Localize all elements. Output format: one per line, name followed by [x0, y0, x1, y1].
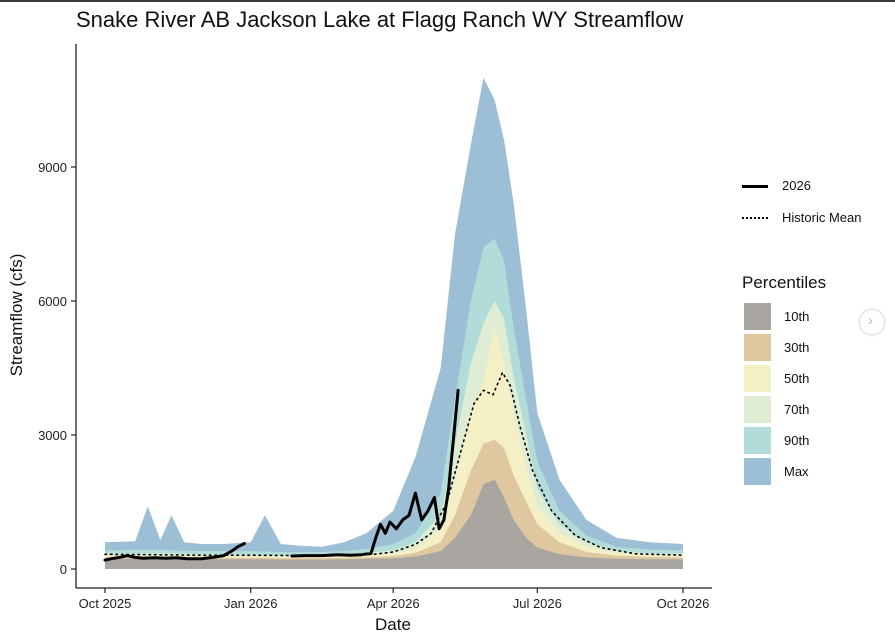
- legend-label: Max: [784, 464, 809, 479]
- next-arrow-button[interactable]: ›: [859, 309, 885, 335]
- legend-label: 90th: [784, 433, 810, 448]
- legend-item-2026: 2026: [742, 176, 892, 196]
- legend-label: 50th: [784, 371, 810, 386]
- y-axis-title: Streamflow (cfs): [7, 254, 26, 377]
- band-10th: [105, 479, 683, 569]
- legend-swatch: [744, 427, 771, 454]
- legend-label: 70th: [784, 402, 810, 417]
- legend-label: 30th: [784, 340, 810, 355]
- legend-swatch: [744, 458, 771, 485]
- y-tick-label: 9000: [38, 160, 67, 175]
- x-tick-label: Oct 2026: [657, 596, 710, 611]
- y-tick-label: 6000: [38, 294, 67, 309]
- legend-label: 10th: [784, 309, 810, 324]
- legend-swatch: [744, 303, 771, 330]
- band-max: [105, 77, 683, 569]
- legend-swatch-dotted-line: [742, 217, 768, 219]
- y-tick-label: 3000: [38, 428, 67, 443]
- percentile-bands: [105, 77, 683, 569]
- historic-mean-line: [104, 371, 684, 557]
- legend-swatch-solid-line: [742, 185, 768, 188]
- x-tick-label: Jul 2026: [513, 596, 562, 611]
- legend-item-max: Max: [742, 456, 892, 487]
- y-tick-label: 0: [60, 562, 67, 577]
- x-tick-label: Jan 2026: [224, 596, 278, 611]
- band-50th: [105, 327, 683, 569]
- legend-label-historic-mean: Historic Mean: [782, 210, 862, 225]
- legend-swatch: [744, 334, 771, 361]
- band-90th: [105, 238, 683, 569]
- legend-item-70th: 70th: [742, 394, 892, 425]
- legend-item-90th: 90th: [742, 425, 892, 456]
- chevron-right-icon: ›: [868, 312, 873, 329]
- x-axis-title: Date: [375, 615, 411, 634]
- chart-title: Snake River AB Jackson Lake at Flagg Ran…: [76, 7, 684, 32]
- x-tick-label: Apr 2026: [367, 596, 420, 611]
- legend-swatch: [744, 396, 771, 423]
- legend-title-percentiles: Percentiles: [742, 273, 827, 292]
- band-30th: [105, 439, 683, 569]
- legend-item-historic-mean: Historic Mean: [742, 208, 892, 228]
- legend-item-50th: 50th: [742, 363, 892, 394]
- legend-item-30th: 30th: [742, 332, 892, 363]
- band-70th: [105, 301, 683, 569]
- legend-label-2026: 2026: [782, 178, 811, 193]
- top-border: [0, 0, 895, 2]
- legend-swatch: [744, 365, 771, 392]
- legend-item-10th: 10th: [742, 301, 892, 332]
- x-tick-label: Oct 2025: [79, 596, 132, 611]
